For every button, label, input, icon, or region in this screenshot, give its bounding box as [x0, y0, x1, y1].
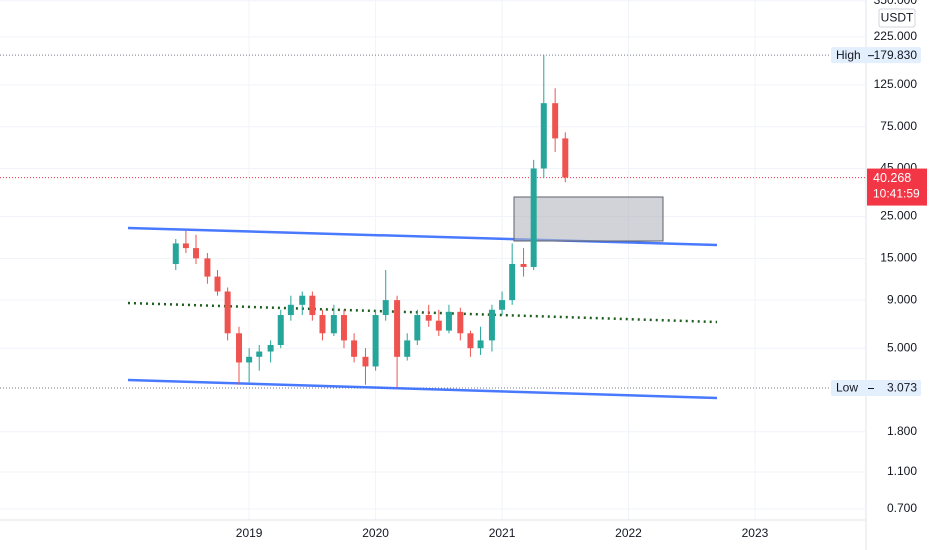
candle-body [425, 315, 432, 321]
mid-trendline [127, 301, 718, 324]
y-tick-label: 350.000 [874, 0, 918, 7]
y-tick-label: 9.000 [887, 292, 917, 306]
candle-body [499, 300, 506, 310]
marker-value: 179.830 [874, 48, 918, 62]
marker-value: 3.073 [887, 381, 917, 395]
y-tick-label: 75.000 [880, 119, 917, 133]
x-tick-label: 2020 [362, 526, 389, 540]
candle-body [267, 344, 274, 352]
candle-body [540, 103, 547, 169]
currency-badge [878, 8, 916, 28]
x-tick-label: 2023 [742, 526, 769, 540]
candle-body [319, 315, 326, 334]
grid [0, 0, 865, 520]
candle-body [246, 356, 253, 363]
candle-body [351, 340, 358, 357]
candle-body [193, 248, 200, 259]
candle-body [330, 315, 337, 334]
y-tick-label: 0.700 [887, 501, 917, 515]
candle-body [414, 315, 421, 341]
axes: 350.000225.000125.00075.00045.00025.0001… [236, 0, 927, 540]
candle-body [404, 340, 411, 357]
candle-body [256, 351, 263, 357]
candle-body [372, 315, 379, 367]
candle-body [394, 300, 401, 357]
y-tick-label: 5.000 [887, 340, 917, 354]
candle-body [520, 263, 527, 267]
candle-body [562, 138, 569, 178]
candle-body [182, 243, 189, 249]
y-tick-label: 125.000 [874, 77, 918, 91]
last-price-badge [867, 168, 927, 206]
candle-body [224, 291, 231, 334]
candle-body [277, 315, 284, 345]
x-tick-label: 2022 [615, 526, 642, 540]
candle-body [214, 276, 221, 292]
candle-body [309, 295, 316, 316]
x-tick-label: 2021 [489, 526, 516, 540]
y-tick-label: 15.000 [880, 251, 917, 265]
marker-name: Low [836, 381, 858, 395]
candle-body [340, 315, 347, 341]
candle-body [509, 263, 516, 301]
upper-trendline [127, 226, 718, 247]
last-price-label: 40.268 [873, 171, 911, 185]
candle-body [457, 311, 464, 334]
candle-body [299, 295, 306, 305]
candle-body [445, 311, 452, 331]
zone-rectangle [513, 196, 664, 242]
candle-body [488, 309, 495, 341]
candle-body [530, 168, 537, 267]
candle-body [435, 320, 442, 331]
candles [172, 55, 569, 389]
y-tick-label: 225.000 [874, 29, 918, 43]
currency: USDT [881, 11, 914, 25]
candle-body [477, 340, 484, 349]
marker-badge [831, 47, 921, 64]
candle-body [552, 103, 559, 139]
lower-trendline [127, 378, 718, 400]
y-tick-label: 1.800 [887, 424, 917, 438]
candle-body [236, 333, 243, 363]
candle-body [362, 356, 369, 367]
marker-badge [831, 380, 921, 397]
candle-body [172, 243, 179, 264]
countdown-label: 10:41:59 [873, 187, 920, 201]
candle-body [467, 333, 474, 349]
marker-name: High [836, 48, 861, 62]
y-tick-label: 1.100 [887, 464, 917, 478]
x-tick-label: 2019 [236, 526, 263, 540]
candle-body [287, 304, 294, 316]
candle-body [382, 300, 389, 316]
candle-body [204, 258, 211, 277]
y-tick-label: 25.000 [880, 209, 917, 223]
